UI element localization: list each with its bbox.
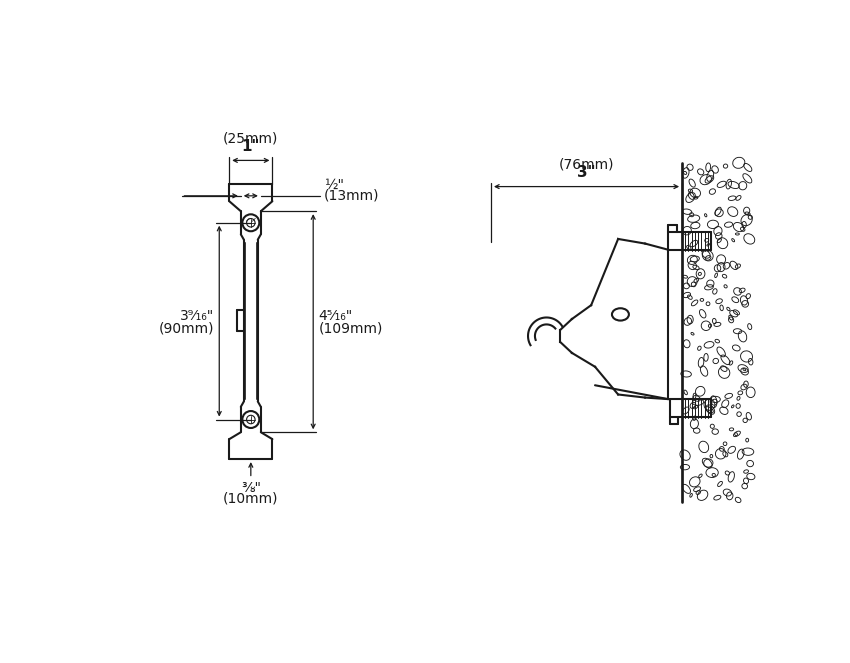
Text: (109mm): (109mm)	[319, 322, 383, 335]
Text: 3⁹⁄₁₆": 3⁹⁄₁₆"	[179, 309, 214, 323]
Text: (10mm): (10mm)	[223, 491, 279, 505]
Text: ⅜": ⅜"	[241, 481, 261, 495]
Text: 3": 3"	[577, 166, 596, 180]
Text: (13mm): (13mm)	[324, 189, 379, 203]
Text: (25mm): (25mm)	[224, 131, 279, 145]
Text: ½": ½"	[324, 178, 344, 192]
Text: (90mm): (90mm)	[158, 321, 214, 335]
Text: (76mm): (76mm)	[558, 157, 615, 171]
Text: 1": 1"	[241, 139, 260, 154]
Text: 4⁵⁄₁₆": 4⁵⁄₁₆"	[319, 310, 353, 324]
